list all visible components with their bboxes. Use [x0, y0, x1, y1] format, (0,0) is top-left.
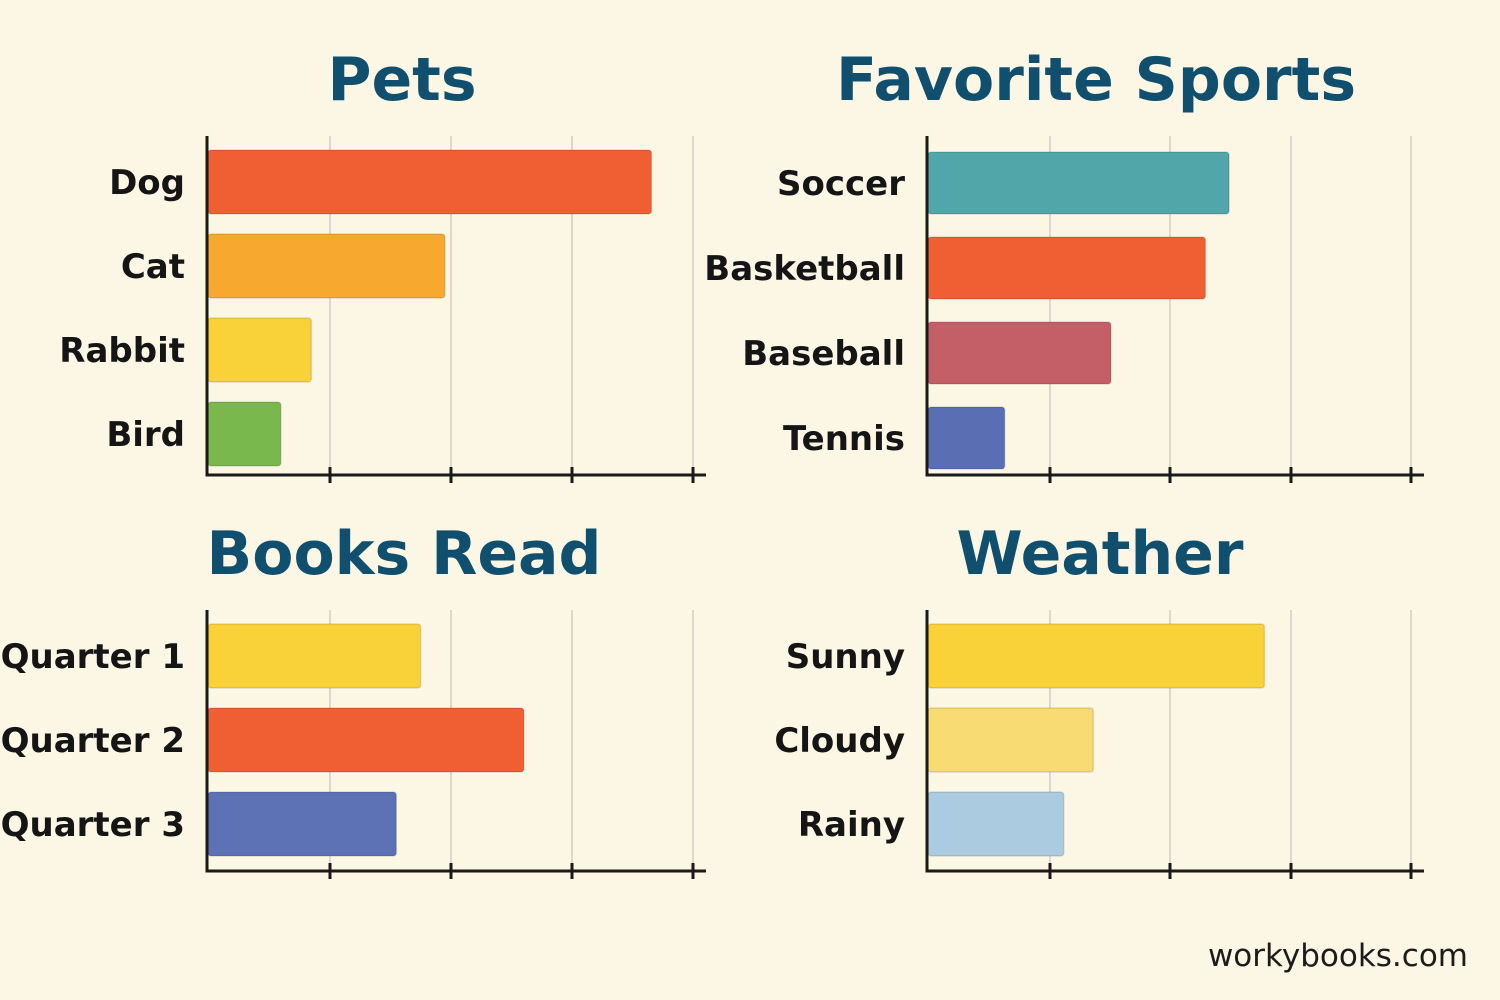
- category-label: Soccer: [777, 164, 905, 204]
- category-label: Quarter 2: [1, 721, 185, 761]
- category-label: Basketball: [704, 249, 905, 289]
- chart-panel-3: Books Read Quarter 1 Quarter 2 Quarter 3: [1, 519, 706, 879]
- chart-title: Favorite Sports: [836, 45, 1356, 115]
- chart-title: Books Read: [206, 519, 601, 589]
- bar-quarter-1: [207, 623, 422, 689]
- bar-soccer: [927, 151, 1230, 215]
- bar-dog: [207, 149, 653, 215]
- category-label: Quarter 1: [1, 637, 185, 677]
- chart-panel-2: Favorite Sports Soccer Basketball Baseball T…: [704, 45, 1424, 483]
- chart-panel-4: Weather Sunny Cloudy Rainy: [774, 519, 1424, 879]
- bar-quarter-2: [207, 707, 525, 773]
- bar-tennis: [927, 406, 1006, 470]
- site-watermark: workybooks.com: [1207, 938, 1468, 974]
- bar-rabbit: [207, 317, 313, 383]
- bar-baseball: [927, 321, 1112, 385]
- bar-quarter-3: [207, 791, 398, 857]
- bar-cloudy: [927, 707, 1095, 773]
- bar-basketball: [927, 236, 1207, 300]
- category-label: Dog: [109, 163, 185, 203]
- chart-panel-1: Pets Dog Cat Rabbit Bird: [59, 45, 706, 483]
- category-label: Rabbit: [59, 331, 185, 371]
- category-label: Sunny: [786, 637, 905, 677]
- category-label: Bird: [106, 415, 185, 455]
- chart-title: Pets: [327, 45, 476, 115]
- category-label: Cat: [121, 247, 185, 287]
- bar-bird: [207, 401, 282, 467]
- bar-sunny: [927, 623, 1266, 689]
- chart-title: Weather: [957, 519, 1244, 589]
- category-label: Baseball: [742, 334, 905, 374]
- bar-cat: [207, 233, 446, 299]
- category-label: Cloudy: [774, 721, 905, 761]
- category-label: Tennis: [783, 419, 905, 459]
- category-label: Rainy: [798, 805, 905, 845]
- bar-rainy: [927, 791, 1065, 857]
- category-label: Quarter 3: [1, 805, 185, 845]
